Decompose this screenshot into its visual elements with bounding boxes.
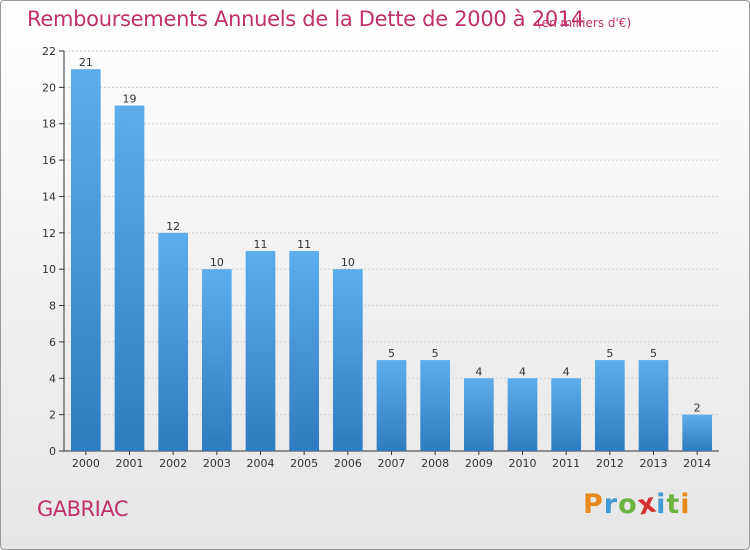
x-tick-label-2000: 2000 [72,457,100,470]
data-label-2012: 5 [606,347,613,360]
logo-letter: P [583,489,604,520]
bar-2013 [638,360,669,451]
y-tick-label: 22 [42,45,56,58]
logo-letter: r [603,489,619,520]
data-label-2005: 11 [297,238,311,251]
bar-2004 [245,251,276,451]
x-tick-label-2013: 2013 [640,457,668,470]
y-tick-label: 20 [42,81,56,94]
y-tick-label: 10 [42,263,56,276]
data-label-2004: 11 [254,238,268,251]
y-tick-label: 0 [49,445,56,458]
x-tick-label-2008: 2008 [421,457,449,470]
x-tick-label-2009: 2009 [465,457,493,470]
bar-2012 [594,360,625,451]
y-tick-label: 8 [49,300,56,313]
x-tick-label-2007: 2007 [378,457,406,470]
y-tick-label: 6 [49,336,56,349]
bars [70,69,713,451]
data-label-2007: 5 [388,347,395,360]
bar-2009 [463,378,494,451]
commune-name: GABRIAC [37,497,129,521]
unit-note: (en milliers d'€) [537,16,632,30]
bar-2011 [551,378,582,451]
x-tick-label-2004: 2004 [247,457,275,470]
bar-2007 [376,360,407,451]
y-tick-label: 18 [42,118,56,131]
bar-2003 [201,269,232,451]
data-label-2001: 19 [123,93,137,106]
bar-2005 [289,251,320,451]
data-label-2014: 2 [694,402,701,415]
x-tick-label-2006: 2006 [334,457,362,470]
x-tick-label-2010: 2010 [509,457,537,470]
x-tick-label-2005: 2005 [290,457,318,470]
data-label-2013: 5 [650,347,657,360]
data-label-2009: 4 [475,365,482,378]
bar-2001 [114,105,145,451]
x-tick-label-2002: 2002 [159,457,187,470]
y-tick-label: 4 [49,372,56,385]
chart-title: Remboursements Annuels de la Dette de 20… [27,7,584,31]
logo-letter: t [666,489,681,520]
data-label-2002: 12 [166,220,180,233]
bar-2006 [332,269,363,451]
y-tick-label: 12 [42,227,56,240]
data-label-2006: 10 [341,256,355,269]
proxiti-logo: Proxiti [583,487,691,521]
logo-letter: i [680,489,691,520]
y-tick-label: 16 [42,154,56,167]
bar-2008 [420,360,451,451]
x-tick-label-2003: 2003 [203,457,231,470]
bar-2000 [70,69,101,451]
bar-2002 [158,232,189,451]
x-tick-label-2012: 2012 [596,457,624,470]
x-tick-label-2014: 2014 [683,457,711,470]
y-tick-label: 2 [49,409,56,422]
x-tick-label-2001: 2001 [116,457,144,470]
data-label-2008: 5 [432,347,439,360]
data-label-2000: 21 [79,56,93,69]
data-label-2003: 10 [210,256,224,269]
x-tick-label-2011: 2011 [552,457,580,470]
y-tick-label: 14 [42,190,56,203]
data-label-2010: 4 [519,365,526,378]
data-label-2011: 4 [563,365,570,378]
labels: 0 2 4 6 8 10 12 14 16 18 20 22 21 2000 19 2001 12 2002 10 2… [42,45,711,470]
bar-2010 [507,378,538,451]
logo-letter: o [618,489,638,520]
bar-2014 [682,414,713,451]
logo-letter: i [656,489,667,520]
